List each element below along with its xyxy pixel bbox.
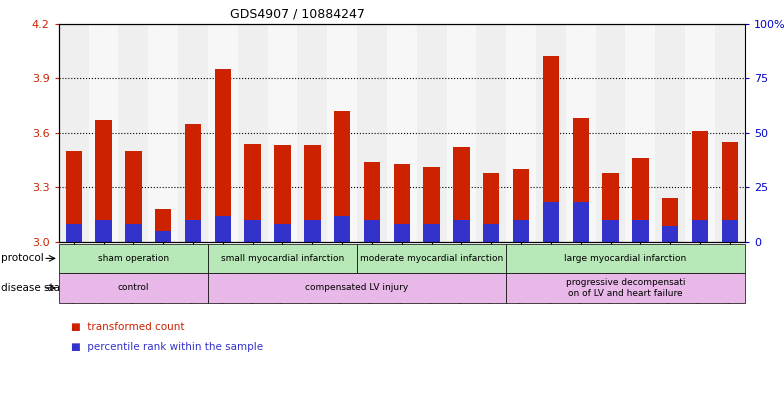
Bar — [543, 202, 559, 242]
Bar — [334, 215, 350, 242]
Bar — [662, 226, 678, 242]
Bar — [626, 24, 655, 242]
Text: large myocardial infarction: large myocardial infarction — [564, 254, 687, 263]
Bar — [423, 167, 440, 242]
Bar — [364, 220, 380, 242]
Bar — [602, 173, 619, 242]
Bar — [453, 220, 470, 242]
Bar — [178, 24, 208, 242]
Bar — [715, 24, 745, 242]
Bar — [394, 163, 410, 242]
Text: sham operation: sham operation — [98, 254, 169, 263]
Bar — [394, 224, 410, 242]
Text: control: control — [118, 283, 149, 292]
Text: protocol: protocol — [1, 253, 44, 263]
Bar — [96, 120, 112, 242]
Bar — [572, 118, 589, 242]
Bar — [685, 24, 715, 242]
Bar — [59, 24, 89, 242]
Bar — [722, 142, 738, 242]
Bar — [536, 24, 566, 242]
Bar — [125, 151, 142, 242]
Bar — [215, 215, 231, 242]
Bar — [572, 202, 589, 242]
Bar — [602, 220, 619, 242]
Bar — [691, 131, 708, 242]
Bar — [364, 162, 380, 242]
Text: moderate myocardial infarction: moderate myocardial infarction — [360, 254, 503, 263]
Bar — [125, 224, 142, 242]
Bar — [543, 56, 559, 242]
Bar — [566, 24, 596, 242]
Bar — [483, 224, 499, 242]
Bar — [185, 220, 201, 242]
Bar — [357, 24, 387, 242]
Bar — [96, 220, 112, 242]
Bar — [334, 111, 350, 242]
Bar — [453, 147, 470, 242]
Bar — [387, 24, 417, 242]
Bar — [66, 151, 82, 242]
Bar — [596, 24, 626, 242]
Bar — [304, 145, 321, 242]
Bar — [238, 24, 267, 242]
Bar — [245, 220, 261, 242]
Text: small myocardial infarction: small myocardial infarction — [221, 254, 344, 263]
Bar — [297, 24, 327, 242]
Bar — [447, 24, 477, 242]
Text: compensated LV injury: compensated LV injury — [306, 283, 408, 292]
Bar — [89, 24, 118, 242]
Text: ■  percentile rank within the sample: ■ percentile rank within the sample — [71, 342, 263, 352]
Bar — [327, 24, 357, 242]
Bar — [245, 143, 261, 242]
Bar — [655, 24, 685, 242]
Bar — [267, 24, 297, 242]
Bar — [118, 24, 148, 242]
Bar — [662, 198, 678, 242]
Bar — [208, 24, 238, 242]
Bar — [632, 158, 648, 242]
Bar — [304, 220, 321, 242]
Bar — [477, 24, 506, 242]
Text: ■  transformed count: ■ transformed count — [71, 322, 184, 332]
Bar — [423, 224, 440, 242]
Bar — [417, 24, 447, 242]
Text: disease state: disease state — [1, 283, 71, 293]
Text: progressive decompensati
on of LV and heart failure: progressive decompensati on of LV and he… — [566, 278, 685, 298]
Bar — [185, 123, 201, 242]
Bar — [274, 224, 291, 242]
Bar — [155, 231, 172, 242]
Bar — [513, 220, 529, 242]
Bar — [691, 220, 708, 242]
Bar — [215, 69, 231, 242]
Bar — [632, 220, 648, 242]
Bar — [483, 173, 499, 242]
Bar — [66, 224, 82, 242]
Bar — [148, 24, 178, 242]
Text: GDS4907 / 10884247: GDS4907 / 10884247 — [230, 8, 365, 21]
Bar — [722, 220, 738, 242]
Bar — [274, 145, 291, 242]
Bar — [506, 24, 536, 242]
Bar — [513, 169, 529, 242]
Bar — [155, 209, 172, 242]
